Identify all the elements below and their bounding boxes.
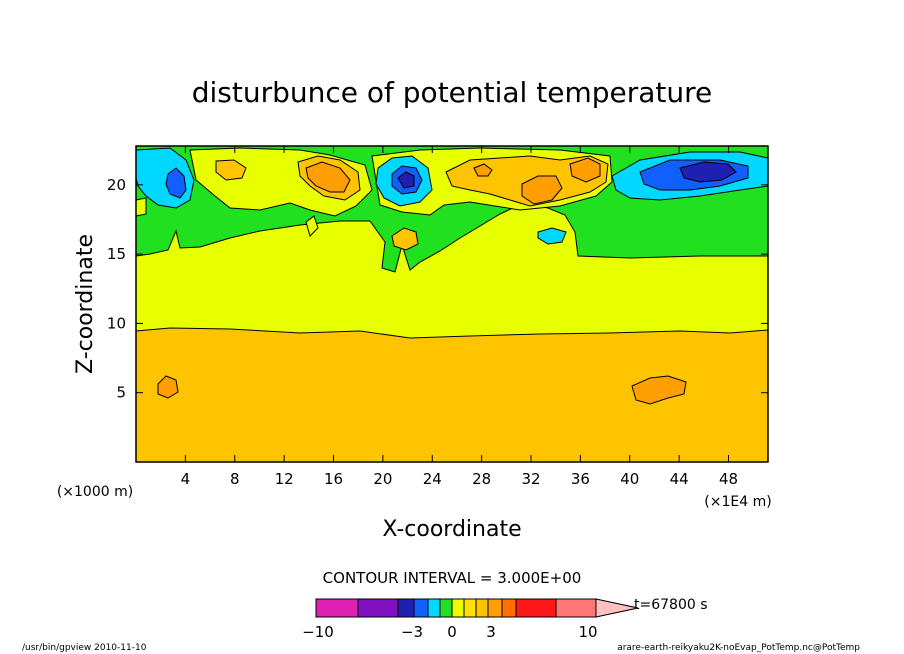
colorbar: −10 −3 0 3 10: [302, 598, 639, 641]
x-tick-label: 8: [230, 470, 240, 488]
x-tick-label: 48: [719, 470, 738, 488]
x-tick-label: 36: [571, 470, 590, 488]
colorbar-label: −3: [401, 623, 423, 641]
x-axis-label: X-coordinate: [382, 517, 521, 542]
colorbar-label: 0: [447, 623, 457, 641]
x-tick-label: 44: [670, 470, 689, 488]
x-unit-right: (×1E4 m): [704, 494, 771, 510]
footer-right: arare-earth-reikyaku2K-noEvap_PotTemp.nc…: [617, 643, 860, 653]
colorbar-segment: [501, 598, 517, 618]
contour-cell: [215, 159, 247, 181]
colorbar-segment: [515, 598, 557, 618]
plot-frame: [135, 145, 769, 463]
colorbar-segment: [315, 598, 359, 618]
contour-cell: [305, 161, 351, 193]
y-axis-label: Z-coordinate: [73, 234, 98, 374]
colorbar-label: 3: [486, 623, 496, 641]
contour-cell: [537, 227, 567, 245]
contour-cell: [679, 161, 737, 183]
colorbar-segment: [357, 598, 399, 618]
colorbar-segment: [463, 598, 477, 618]
x-tick-label: 20: [373, 470, 392, 488]
x-axis-ticks: 4 8 12 16 20 24 28 32 36 40 44 48: [181, 146, 738, 488]
contour-cell: [521, 175, 563, 205]
x-tick-label: 24: [423, 470, 442, 488]
contour-cell: [165, 167, 187, 199]
x-tick-label: 16: [324, 470, 343, 488]
colorbar-segment: [413, 598, 429, 618]
colorbar-segment: [427, 598, 441, 618]
contour-cell: [305, 215, 319, 237]
y-tick-label: 5: [116, 384, 126, 402]
contour-cell: [391, 227, 419, 251]
chart-title: disturbunce of potential temperature: [192, 76, 713, 109]
x-tick-label: 32: [521, 470, 540, 488]
contour-cell: [569, 157, 601, 183]
contour-interval: CONTOUR INTERVAL = 3.000E+00: [323, 569, 582, 587]
contour-cell: [631, 375, 687, 405]
y-axis-ticks: 5 10 15 20: [107, 176, 768, 402]
y-tick-label: 15: [107, 245, 126, 263]
colorbar-segment: [451, 598, 465, 618]
colorbar-segment: [555, 598, 597, 618]
x-tick-label: 4: [181, 470, 191, 488]
colorbar-arrow: [595, 598, 639, 618]
colorbar-segment: [475, 598, 489, 618]
contour-cell: [157, 375, 179, 399]
contour-cell: [136, 197, 147, 217]
colorbar-label: −10: [302, 623, 334, 641]
x-tick-label: 40: [620, 470, 639, 488]
y-tick-label: 10: [107, 314, 126, 332]
y-tick-label: 20: [107, 176, 126, 194]
plot-area: [136, 146, 768, 462]
x-tick-label: 28: [472, 470, 491, 488]
x-unit-left: (×1000 m): [57, 484, 133, 500]
contour-cell: [473, 163, 493, 177]
contour-band-lower: [136, 327, 768, 462]
colorbar-segment: [397, 598, 415, 618]
footer-left: /usr/bin/gpview 2010-11-10: [22, 643, 147, 653]
contour-cell: [397, 171, 415, 189]
colorbar-segment: [439, 598, 453, 618]
x-tick-label: 12: [275, 470, 294, 488]
colorbar-segment: [487, 598, 503, 618]
colorbar-label: 10: [578, 623, 597, 641]
time-label: t=67800 s: [634, 597, 708, 613]
